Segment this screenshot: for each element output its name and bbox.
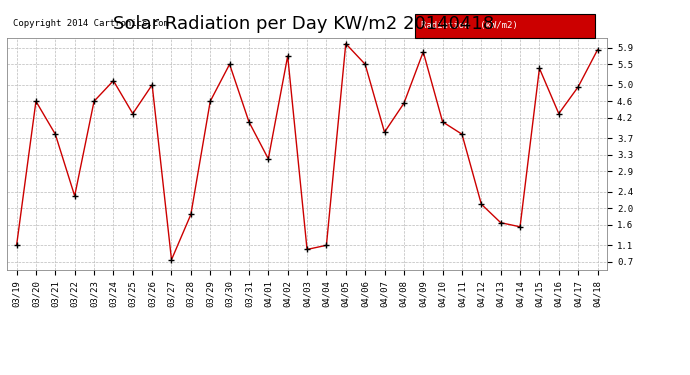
Text: Copyright 2014 Cartronics.com: Copyright 2014 Cartronics.com — [13, 19, 169, 28]
Text: Radiation  (kW/m2): Radiation (kW/m2) — [421, 21, 518, 30]
Text: Solar Radiation per Day KW/m2 20140418: Solar Radiation per Day KW/m2 20140418 — [113, 15, 494, 33]
FancyBboxPatch shape — [415, 14, 595, 38]
